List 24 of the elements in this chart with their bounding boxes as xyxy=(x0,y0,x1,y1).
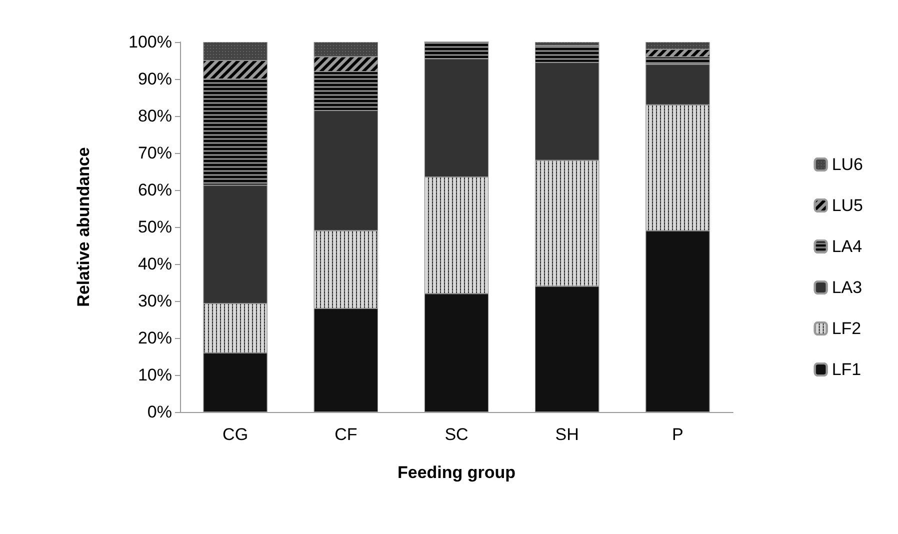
y-tick-label: 100% xyxy=(128,32,172,52)
y-tick-label: 0% xyxy=(147,402,172,422)
legend-label: LA4 xyxy=(832,237,862,256)
legend-label: LF2 xyxy=(832,319,862,338)
y-tick-label: 50% xyxy=(138,218,172,236)
y-tick-label: 10% xyxy=(138,366,172,384)
y-tick-label: 30% xyxy=(138,292,172,310)
y-tick-label: 90% xyxy=(138,70,172,88)
y-axis-title: Relative abundance xyxy=(74,147,93,307)
legend-label: LU5 xyxy=(832,196,863,215)
legend-label: LU6 xyxy=(832,155,863,174)
legend-label: LF1 xyxy=(832,360,862,379)
x-tick-label: SH xyxy=(555,425,579,444)
y-tick-label: 20% xyxy=(138,328,172,348)
x-tick-label: SC xyxy=(444,425,468,444)
y-tick-label: 80% xyxy=(138,106,172,126)
y-tick-label: 70% xyxy=(138,144,172,162)
y-tick-label: 40% xyxy=(138,254,172,274)
y-tick-label: 60% xyxy=(138,180,172,200)
x-tick-label: CG xyxy=(222,425,248,444)
x-tick-label: CF xyxy=(334,425,358,444)
legend-label: LA3 xyxy=(832,278,862,297)
x-axis-title: Feeding group xyxy=(397,463,516,482)
x-tick-label: P xyxy=(672,425,684,444)
